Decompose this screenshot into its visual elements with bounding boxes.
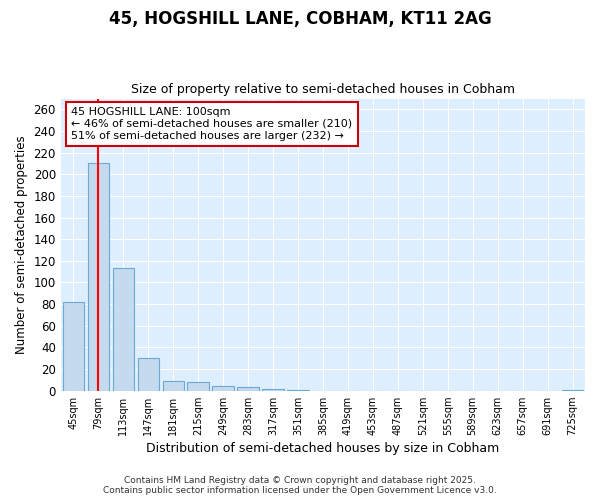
- Text: 45, HOGSHILL LANE, COBHAM, KT11 2AG: 45, HOGSHILL LANE, COBHAM, KT11 2AG: [109, 10, 491, 28]
- Bar: [262, 388, 284, 390]
- Bar: [88, 164, 109, 390]
- Bar: [212, 386, 233, 390]
- Text: 45 HOGSHILL LANE: 100sqm
← 46% of semi-detached houses are smaller (210)
51% of : 45 HOGSHILL LANE: 100sqm ← 46% of semi-d…: [71, 108, 352, 140]
- Y-axis label: Number of semi-detached properties: Number of semi-detached properties: [15, 136, 28, 354]
- Text: Contains HM Land Registry data © Crown copyright and database right 2025.
Contai: Contains HM Land Registry data © Crown c…: [103, 476, 497, 495]
- Bar: [187, 382, 209, 390]
- Bar: [238, 388, 259, 390]
- Title: Size of property relative to semi-detached houses in Cobham: Size of property relative to semi-detach…: [131, 83, 515, 96]
- X-axis label: Distribution of semi-detached houses by size in Cobham: Distribution of semi-detached houses by …: [146, 442, 500, 455]
- Bar: [163, 381, 184, 390]
- Bar: [137, 358, 159, 390]
- Bar: [113, 268, 134, 390]
- Bar: [62, 302, 84, 390]
